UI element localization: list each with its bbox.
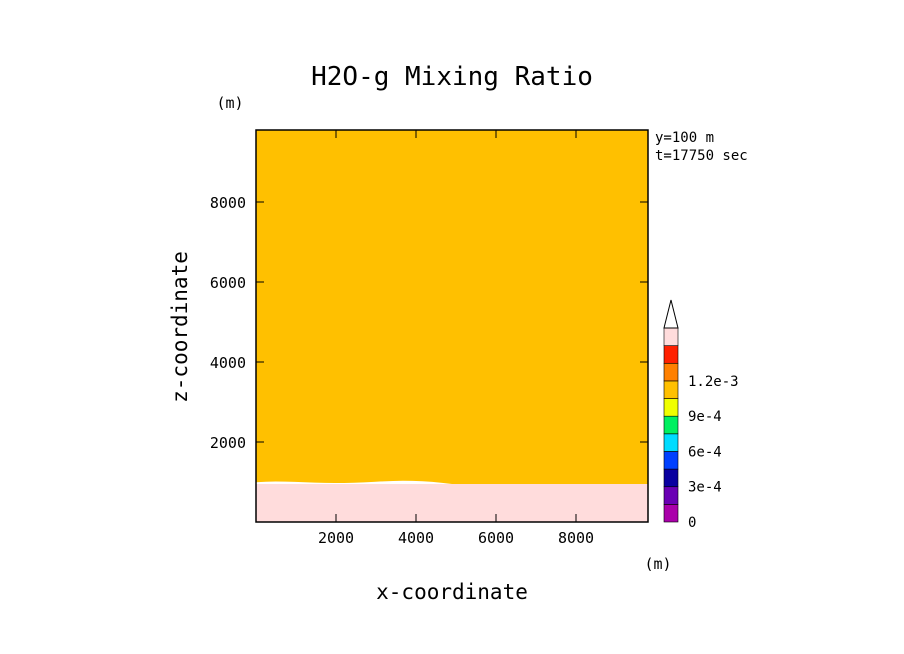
colorbar-swatch xyxy=(663,345,679,364)
y-tick-label: 8000 xyxy=(210,194,246,212)
colorbar-swatch xyxy=(663,504,679,523)
x-axis-label: x-coordinate xyxy=(376,580,528,604)
y-tick-label: 6000 xyxy=(210,274,246,292)
colorbar: 0 3e-4 6e-4 9e-4 1.2e-3 xyxy=(663,299,739,531)
colorbar-swatch xyxy=(663,362,679,382)
y-tick-label: 4000 xyxy=(210,354,246,372)
colorbar-swatch xyxy=(663,398,679,417)
y-axis-ticks: 2000 4000 6000 8000 xyxy=(210,194,648,452)
colorbar-swatch xyxy=(663,380,679,399)
plot-frame xyxy=(255,129,649,523)
colorbar-tick-label: 0 xyxy=(688,515,696,531)
colorbar-tick-label: 1.2e-3 xyxy=(688,374,739,390)
colorbar-swatch xyxy=(663,415,679,435)
contour-band xyxy=(256,484,648,522)
chart-title: H2O-g Mixing Ratio xyxy=(311,62,593,92)
plot-area xyxy=(255,129,649,523)
colorbar-swatch xyxy=(663,433,679,452)
x-tick-label: 2000 xyxy=(318,529,354,547)
annotation-time: t=17750 sec xyxy=(655,148,748,164)
colorbar-swatch xyxy=(663,327,679,346)
y-unit-label: (m) xyxy=(216,94,243,112)
y-axis-label: z-coordinate xyxy=(168,251,192,403)
x-tick-label: 8000 xyxy=(558,529,594,547)
contour-band xyxy=(256,130,648,489)
annotation-y-position: y=100 m xyxy=(655,130,714,146)
colorbar-tick-label: 9e-4 xyxy=(688,409,722,425)
colorbar-tick-label: 6e-4 xyxy=(688,444,722,460)
colorbar-tick-label: 3e-4 xyxy=(688,480,722,496)
x-unit-label: (m) xyxy=(644,555,671,573)
y-tick-label: 2000 xyxy=(210,434,246,452)
colorbar-swatch xyxy=(663,486,679,505)
x-tick-label: 4000 xyxy=(398,529,434,547)
colorbar-swatch xyxy=(663,451,679,470)
x-tick-label: 6000 xyxy=(478,529,514,547)
x-axis-ticks: 2000 4000 6000 8000 xyxy=(318,130,594,547)
colorbar-swatch xyxy=(663,468,679,488)
colorbar-extend-arrow xyxy=(663,299,679,329)
